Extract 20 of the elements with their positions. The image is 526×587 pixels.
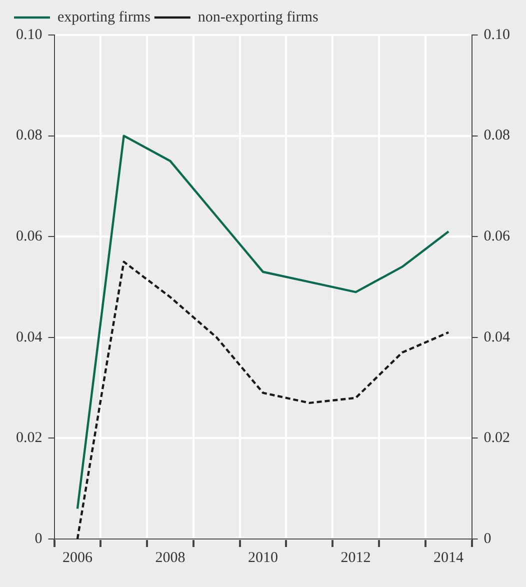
y-tick-label: 0.10 (16, 26, 42, 43)
legend-label: non-exporting firms (198, 9, 318, 26)
y2-tick-label: 0.02 (484, 430, 510, 446)
y-tick-label: 0 (34, 530, 42, 547)
y-tick-label: 0.06 (16, 228, 43, 245)
y2-tick-label: 0.10 (484, 26, 510, 43)
legend-label: exporting firms (58, 9, 151, 26)
x-tick-label: 2014 (434, 550, 464, 566)
x-tick-label: 2012 (340, 550, 371, 566)
x-tick-label: 2010 (248, 550, 278, 566)
y2-tick-label: 0 (484, 530, 492, 547)
y2-tick-label: 0.04 (484, 329, 510, 346)
x-tick-label: 2006 (62, 550, 93, 566)
y-tick-label: 0.08 (16, 128, 42, 144)
y-tick-label: 0.04 (16, 329, 43, 346)
y2-tick-label: 0.06 (484, 228, 510, 245)
x-tick-label: 2008 (155, 550, 186, 566)
line-series (76, 260, 450, 539)
y2-tick-label: 0.08 (484, 128, 510, 144)
y-tick-label: 0.02 (16, 430, 42, 446)
